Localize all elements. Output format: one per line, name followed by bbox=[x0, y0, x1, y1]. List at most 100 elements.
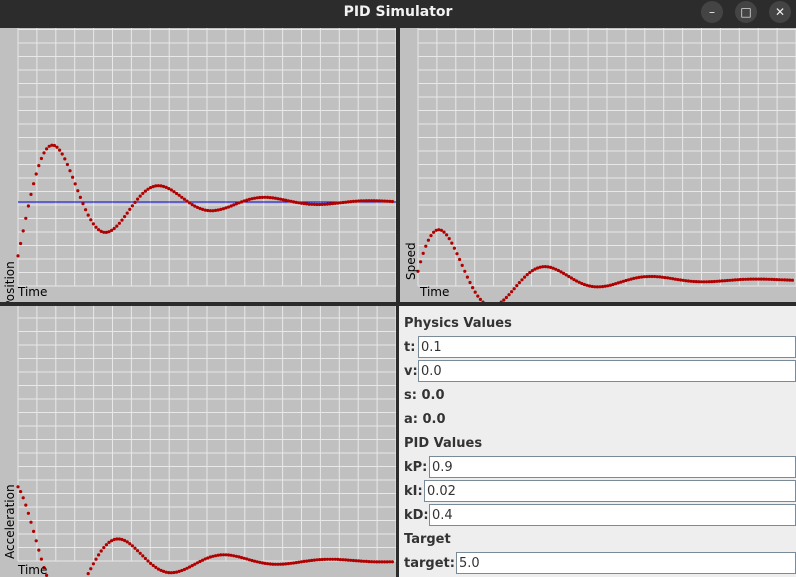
curve-dot bbox=[185, 199, 189, 203]
curve-dot bbox=[575, 279, 579, 283]
curve-dot bbox=[263, 195, 267, 199]
curve-dot bbox=[229, 204, 233, 208]
curve-dot bbox=[253, 559, 257, 563]
curve-dot bbox=[227, 553, 231, 557]
kp-input[interactable] bbox=[429, 456, 796, 478]
curve-dot bbox=[310, 202, 314, 206]
curve-dot bbox=[120, 218, 124, 222]
curve-dot bbox=[777, 278, 781, 282]
curve-dot bbox=[320, 202, 324, 206]
curve-dot bbox=[232, 554, 236, 558]
v-input[interactable] bbox=[418, 360, 796, 382]
curve-dot bbox=[772, 277, 776, 282]
curve-dot bbox=[227, 205, 231, 209]
curve-dot bbox=[89, 567, 93, 571]
curve-dot bbox=[250, 197, 254, 201]
curve-dot bbox=[541, 265, 545, 269]
curve-dot bbox=[351, 558, 355, 563]
curve-dot bbox=[211, 209, 215, 213]
curve-dot bbox=[240, 556, 244, 560]
curve-dot bbox=[237, 201, 241, 205]
curve-dot bbox=[115, 537, 119, 541]
curve-dot bbox=[188, 201, 192, 205]
curve-dot bbox=[268, 562, 272, 566]
curve-dot bbox=[97, 228, 101, 232]
curve-dot bbox=[367, 560, 371, 564]
curve-dot bbox=[97, 553, 101, 557]
curve-dot bbox=[294, 200, 298, 204]
curve-dot bbox=[720, 279, 724, 283]
curve-dot bbox=[764, 277, 768, 281]
curve-dot bbox=[364, 559, 368, 563]
minimize-button[interactable]: – bbox=[701, 1, 723, 23]
curve-dot bbox=[149, 561, 153, 565]
pid-values-heading: PID Values bbox=[404, 436, 483, 451]
curve-dot bbox=[543, 265, 547, 269]
curve-dot bbox=[253, 196, 257, 200]
curve-dot bbox=[180, 195, 184, 199]
s-value: s: 0.0 bbox=[404, 388, 445, 403]
curve-dot bbox=[619, 280, 623, 284]
curve-dot bbox=[203, 208, 207, 212]
curve-dot bbox=[286, 199, 290, 203]
kd-input[interactable] bbox=[429, 504, 796, 526]
curve-dot bbox=[19, 490, 23, 494]
curve-dot bbox=[434, 228, 438, 232]
curve-dot bbox=[117, 221, 121, 225]
curve-dot bbox=[372, 560, 376, 564]
curve-dot bbox=[388, 560, 392, 564]
curve-dot bbox=[216, 553, 220, 557]
speed-time-label: Time bbox=[420, 285, 450, 299]
curve-dot bbox=[632, 276, 636, 280]
curve-dot bbox=[328, 557, 332, 561]
curve-dot bbox=[390, 199, 394, 204]
curve-dot bbox=[104, 230, 108, 234]
curve-dot bbox=[138, 194, 142, 198]
curve-dot bbox=[556, 268, 560, 273]
curve-dot bbox=[42, 566, 46, 570]
position-plot-canvas bbox=[16, 28, 396, 287]
curve-dot bbox=[380, 560, 384, 564]
t-input[interactable] bbox=[418, 336, 796, 358]
curve-dot bbox=[359, 199, 363, 203]
curve-dot bbox=[219, 207, 223, 211]
curve-dot bbox=[250, 558, 254, 563]
curve-dot bbox=[530, 269, 534, 273]
target-input[interactable] bbox=[456, 552, 796, 574]
curve-dot bbox=[419, 260, 423, 264]
curve-dot bbox=[154, 565, 158, 569]
curve-dot bbox=[562, 271, 566, 275]
curve-dot bbox=[206, 208, 210, 213]
close-button[interactable]: ✕ bbox=[769, 1, 791, 23]
ki-input[interactable] bbox=[424, 480, 796, 502]
curve-dot bbox=[325, 202, 329, 206]
curve-dot bbox=[679, 278, 683, 282]
curve-dot bbox=[307, 202, 311, 206]
curve-dot bbox=[130, 544, 134, 548]
curve-dot bbox=[255, 196, 259, 200]
curve-dot bbox=[650, 274, 654, 279]
curve-dot bbox=[195, 205, 199, 209]
curve-dot bbox=[50, 143, 54, 147]
curve-dot bbox=[585, 283, 589, 287]
curve-dot bbox=[201, 207, 205, 211]
curve-dot bbox=[133, 200, 137, 204]
maximize-button[interactable]: □ bbox=[735, 1, 757, 23]
curve-dot bbox=[692, 279, 696, 284]
curve-dot bbox=[16, 485, 20, 489]
curve-dot bbox=[686, 279, 690, 283]
curve-dot bbox=[167, 187, 171, 191]
curve-dot bbox=[19, 241, 23, 246]
curve-dot bbox=[172, 190, 176, 194]
curve-dot bbox=[577, 280, 581, 284]
curve-dot bbox=[341, 558, 345, 562]
curve-dot bbox=[208, 209, 212, 213]
curve-dot bbox=[117, 537, 121, 541]
curve-dot bbox=[538, 265, 542, 269]
curve-dot bbox=[694, 280, 698, 284]
curve-dot bbox=[499, 300, 503, 302]
curve-dot bbox=[136, 549, 140, 553]
curve-dot bbox=[564, 273, 568, 277]
curve-dot bbox=[478, 297, 482, 301]
curve-dot bbox=[346, 558, 350, 562]
